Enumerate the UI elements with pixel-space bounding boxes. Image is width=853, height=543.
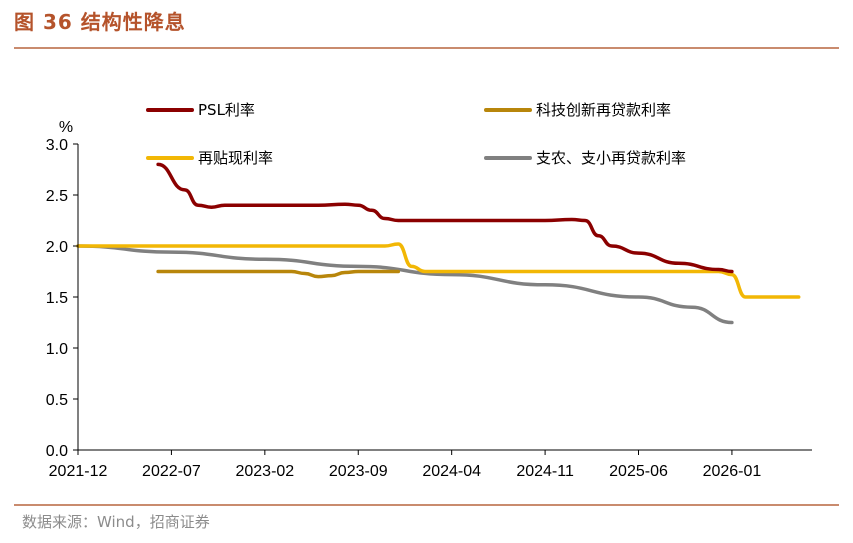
series-line <box>156 269 401 279</box>
x-tick-label: 2024-04 <box>422 463 481 480</box>
series-line <box>76 244 734 325</box>
legend-label: 支农、支小再贷款利率 <box>536 149 686 167</box>
series-line <box>76 242 801 299</box>
y-tick-label: 3.0 <box>46 137 68 154</box>
x-tick-label: 2025-06 <box>609 463 668 480</box>
legend-label: PSL利率 <box>198 101 255 119</box>
source-rule <box>14 504 839 506</box>
x-tick-label: 2022-07 <box>142 463 201 480</box>
series-line <box>156 162 734 274</box>
legend-label: 再贴现利率 <box>198 149 273 167</box>
y-tick-label: 2.5 <box>46 188 68 205</box>
source-note: 数据来源：Wind，招商证券 <box>22 513 210 531</box>
y-tick-label: 0.0 <box>46 443 68 460</box>
legend-label: 科技创新再贷款利率 <box>536 101 671 119</box>
figure-title: 图 36 结构性降息 <box>14 10 186 34</box>
x-tick-label: 2024-11 <box>516 463 574 480</box>
y-axis-unit-label: % <box>59 119 73 136</box>
y-tick-label: 1.5 <box>46 290 68 307</box>
title-rule <box>14 47 839 49</box>
x-tick-label: 2021-12 <box>49 463 108 480</box>
x-tick-label: 2023-09 <box>329 463 388 480</box>
y-tick-label: 0.5 <box>46 392 68 409</box>
x-tick-label: 2023-02 <box>235 463 294 480</box>
y-tick-label: 2.0 <box>46 239 68 256</box>
ticks: 0.0 0.5 1.0 1.5 2.0 2.5 3.0 2021-12 2022-07 2023-… <box>46 137 762 480</box>
plot-area <box>76 162 801 325</box>
y-tick-label: 1.0 <box>46 341 68 358</box>
x-tick-label: 2026-01 <box>703 463 762 480</box>
